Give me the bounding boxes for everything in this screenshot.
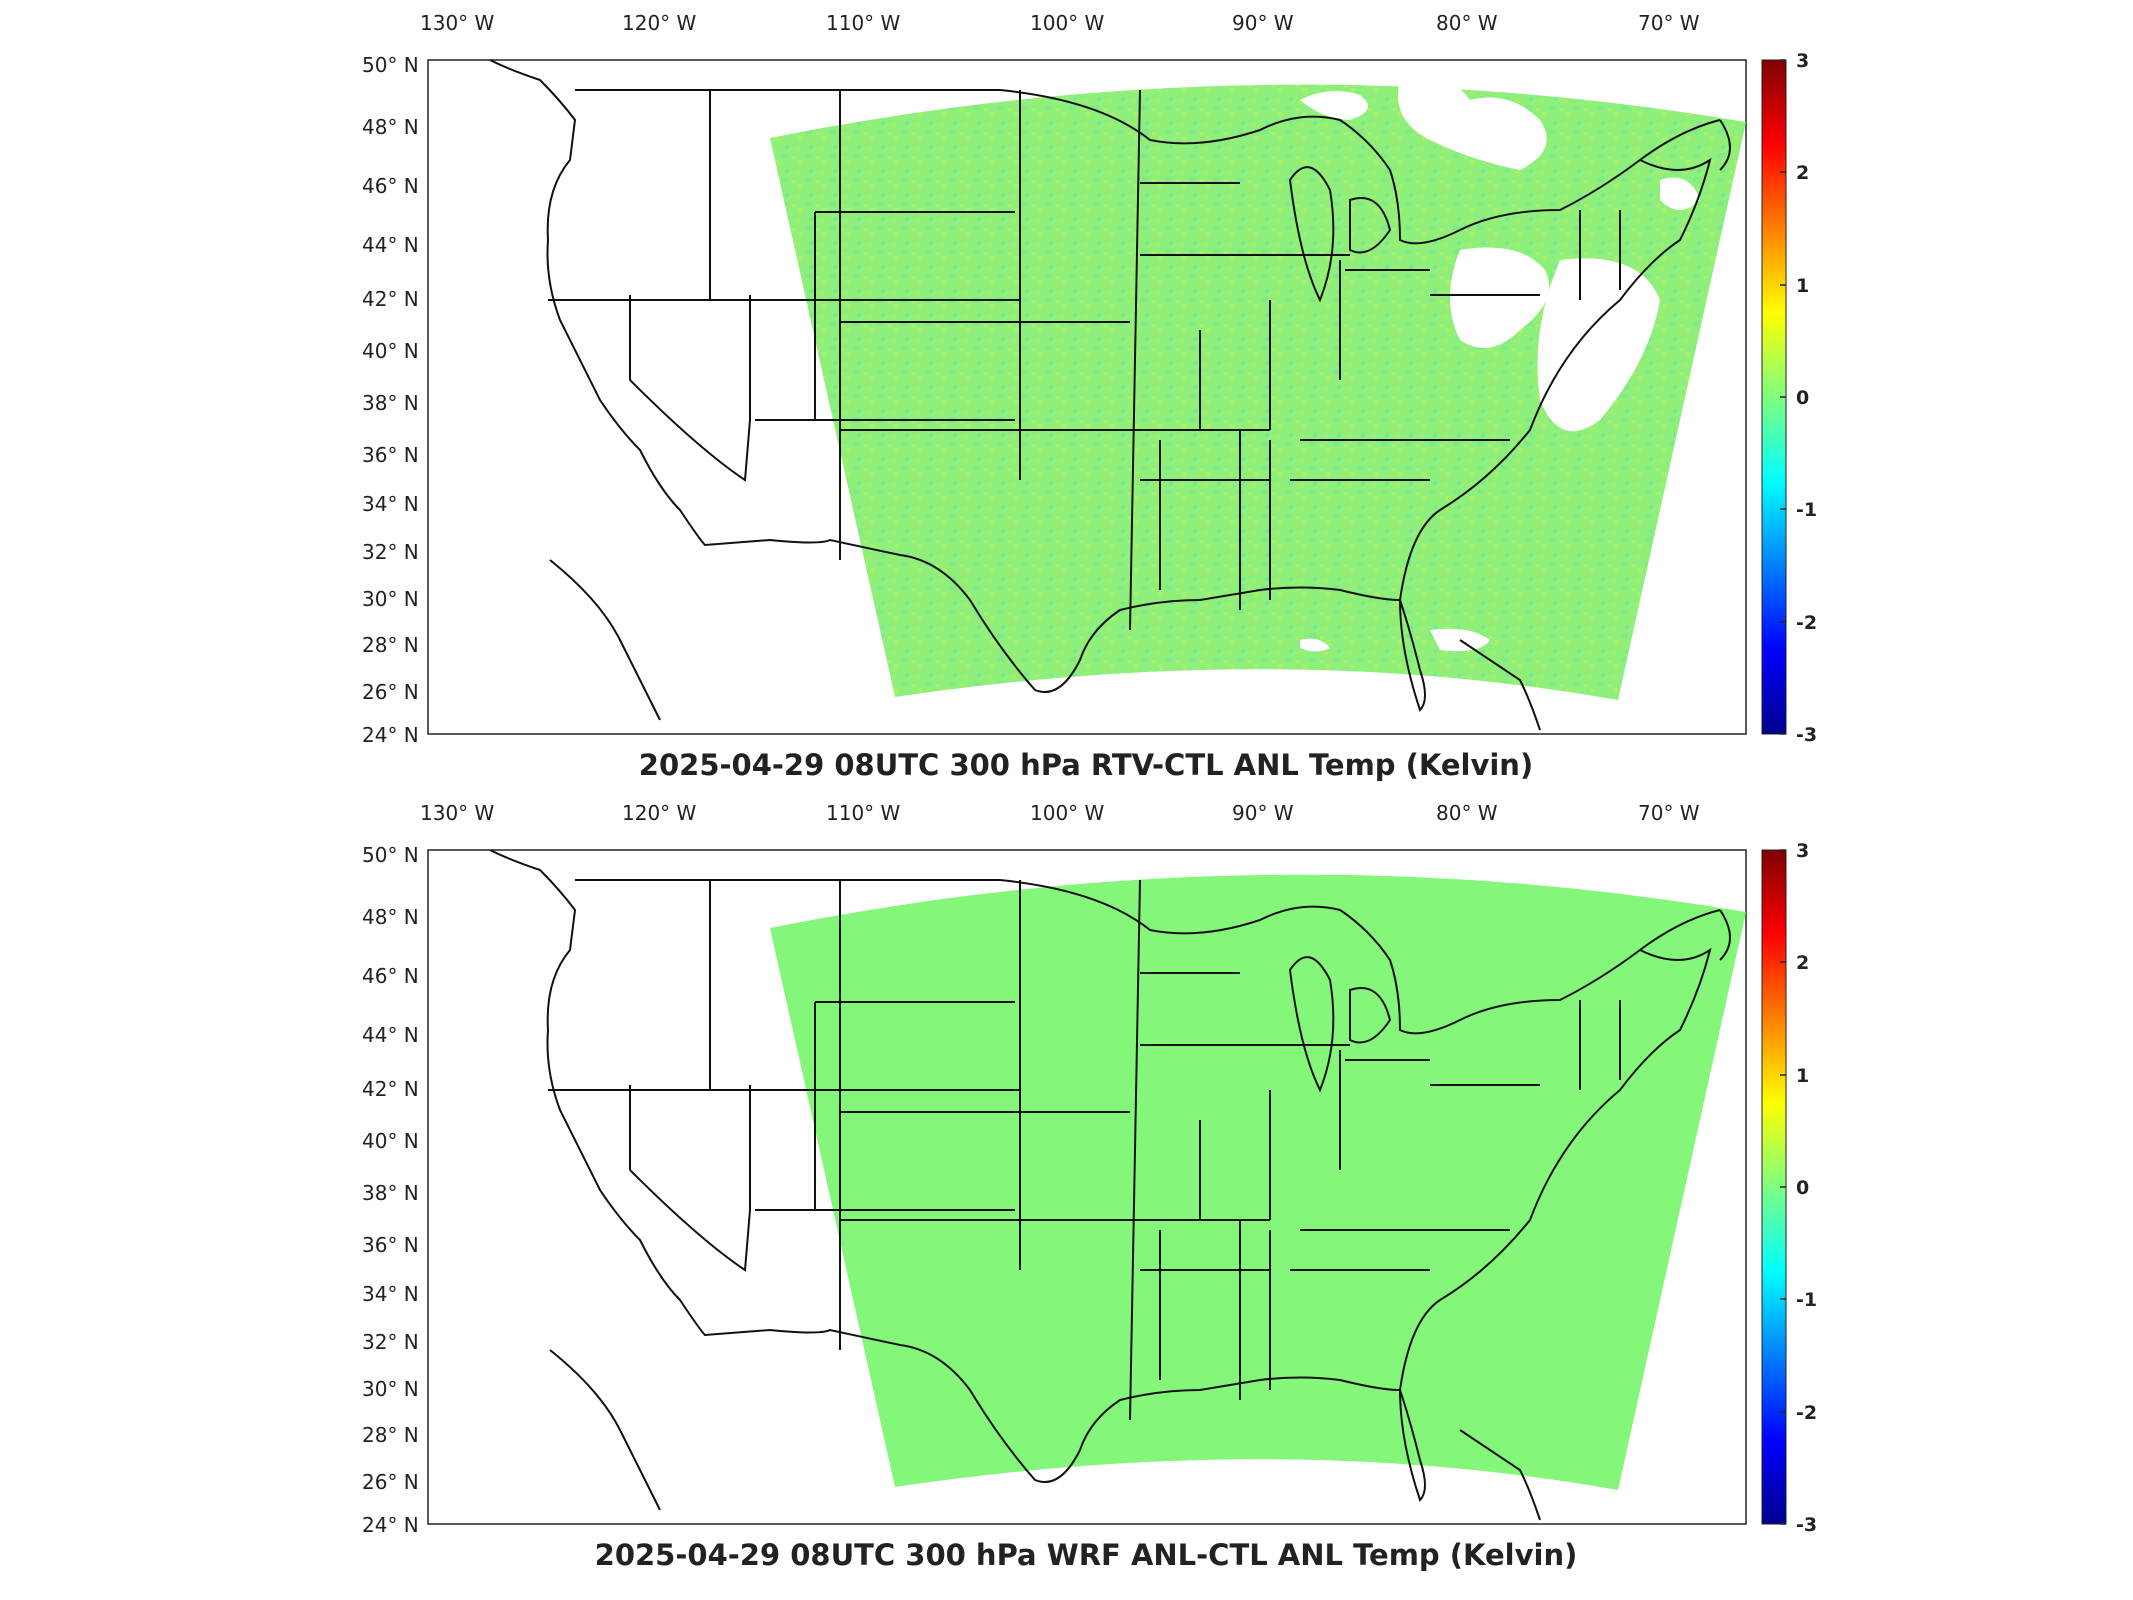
lat-label: 40° N: [362, 1129, 419, 1153]
lon-label: 110° W: [826, 801, 901, 825]
lat-label: 26° N: [362, 1470, 419, 1494]
latitude-labels: 50° N 48° N 46° N 44° N 42° N 40° N 38° …: [362, 53, 419, 747]
colorbar-tick: 1: [1796, 1065, 1809, 1087]
colorbar-tick: -1: [1796, 1289, 1817, 1311]
lat-label: 28° N: [362, 1423, 419, 1447]
lat-label: 24° N: [362, 723, 419, 747]
lon-label: 80° W: [1436, 11, 1498, 35]
lat-label: 42° N: [362, 287, 419, 311]
lon-label: 70° W: [1638, 801, 1700, 825]
lon-label: 80° W: [1436, 801, 1498, 825]
lon-label: 120° W: [622, 801, 697, 825]
state-borders: [489, 850, 1731, 1521]
lat-label: 26° N: [362, 680, 419, 704]
state-borders: [489, 60, 1731, 731]
analysis-field: [770, 874, 1746, 1490]
map-title: 2025-04-29 08UTC 300 hPa RTV-CTL ANL Tem…: [639, 748, 1533, 782]
lat-label: 32° N: [362, 1330, 419, 1354]
colorbar-tick: -2: [1796, 1402, 1817, 1424]
lat-label: 30° N: [362, 587, 419, 611]
lon-label: 100° W: [1030, 801, 1105, 825]
lat-label: 32° N: [362, 540, 419, 564]
colorbar-tick: 3: [1796, 840, 1809, 862]
lat-label: 48° N: [362, 115, 419, 139]
latitude-labels: 50° N 48° N 46° N 44° N 42° N 40° N 38° …: [362, 843, 419, 1537]
lat-label: 28° N: [362, 633, 419, 657]
colorbar-tick: -1: [1796, 499, 1817, 521]
lon-label: 100° W: [1030, 11, 1105, 35]
lat-label: 34° N: [362, 1282, 419, 1306]
colorbar-tick: 2: [1796, 162, 1809, 184]
lat-label: 36° N: [362, 1233, 419, 1257]
colorbar-tick: -2: [1796, 612, 1817, 634]
lon-label: 110° W: [826, 11, 901, 35]
lat-label: 50° N: [362, 843, 419, 867]
missing-data-regions: [1300, 77, 1700, 652]
lon-label: 70° W: [1638, 11, 1700, 35]
lat-label: 38° N: [362, 391, 419, 415]
map-panel-wrf: 130° W 120° W 110° W 100° W 90° W 80° W …: [0, 790, 2133, 1580]
lat-label: 40° N: [362, 339, 419, 363]
map-title: 2025-04-29 08UTC 300 hPa WRF ANL-CTL ANL…: [595, 1538, 1578, 1572]
lon-label: 130° W: [420, 11, 495, 35]
longitude-labels: 130° W 120° W 110° W 100° W 90° W 80° W …: [420, 801, 1700, 825]
lat-label: 48° N: [362, 905, 419, 929]
lat-label: 24° N: [362, 1513, 419, 1537]
lat-label: 30° N: [362, 1377, 419, 1401]
colorbar-tick: 1: [1796, 275, 1809, 297]
lon-label: 130° W: [420, 801, 495, 825]
colorbar-tick: -3: [1796, 724, 1817, 746]
colorbar-tick: 0: [1796, 1177, 1809, 1199]
lat-label: 38° N: [362, 1181, 419, 1205]
lat-label: 44° N: [362, 1023, 419, 1047]
lat-label: 34° N: [362, 492, 419, 516]
longitude-labels: 130° W 120° W 110° W 100° W 90° W 80° W …: [420, 11, 1700, 35]
lon-label: 90° W: [1232, 11, 1294, 35]
map-figure: 130° W 120° W 110° W 100° W 90° W 80° W …: [362, 801, 1817, 1572]
lat-label: 44° N: [362, 233, 419, 257]
lon-label: 90° W: [1232, 801, 1294, 825]
colorbar: 3 2 1 0 -1 -2 -3: [1761, 50, 1817, 746]
colorbar-tick: -3: [1796, 1514, 1817, 1536]
colorbar-tick: 2: [1796, 952, 1809, 974]
lat-label: 42° N: [362, 1077, 419, 1101]
lon-label: 120° W: [622, 11, 697, 35]
lat-label: 46° N: [362, 964, 419, 988]
lat-label: 36° N: [362, 443, 419, 467]
colorbar-tick: 0: [1796, 387, 1809, 409]
map-figure: 130° W 120° W 110° W 100° W 90° W 80° W …: [362, 11, 1817, 782]
lat-label: 50° N: [362, 53, 419, 77]
lat-label: 46° N: [362, 174, 419, 198]
analysis-field: [770, 84, 1746, 701]
map-panel-rtv: 130° W 120° W 110° W 100° W 90° W 80° W …: [0, 0, 2133, 790]
colorbar-tick: 3: [1796, 50, 1809, 72]
colorbar: 3 2 1 0 -1 -2 -3: [1761, 840, 1817, 1536]
